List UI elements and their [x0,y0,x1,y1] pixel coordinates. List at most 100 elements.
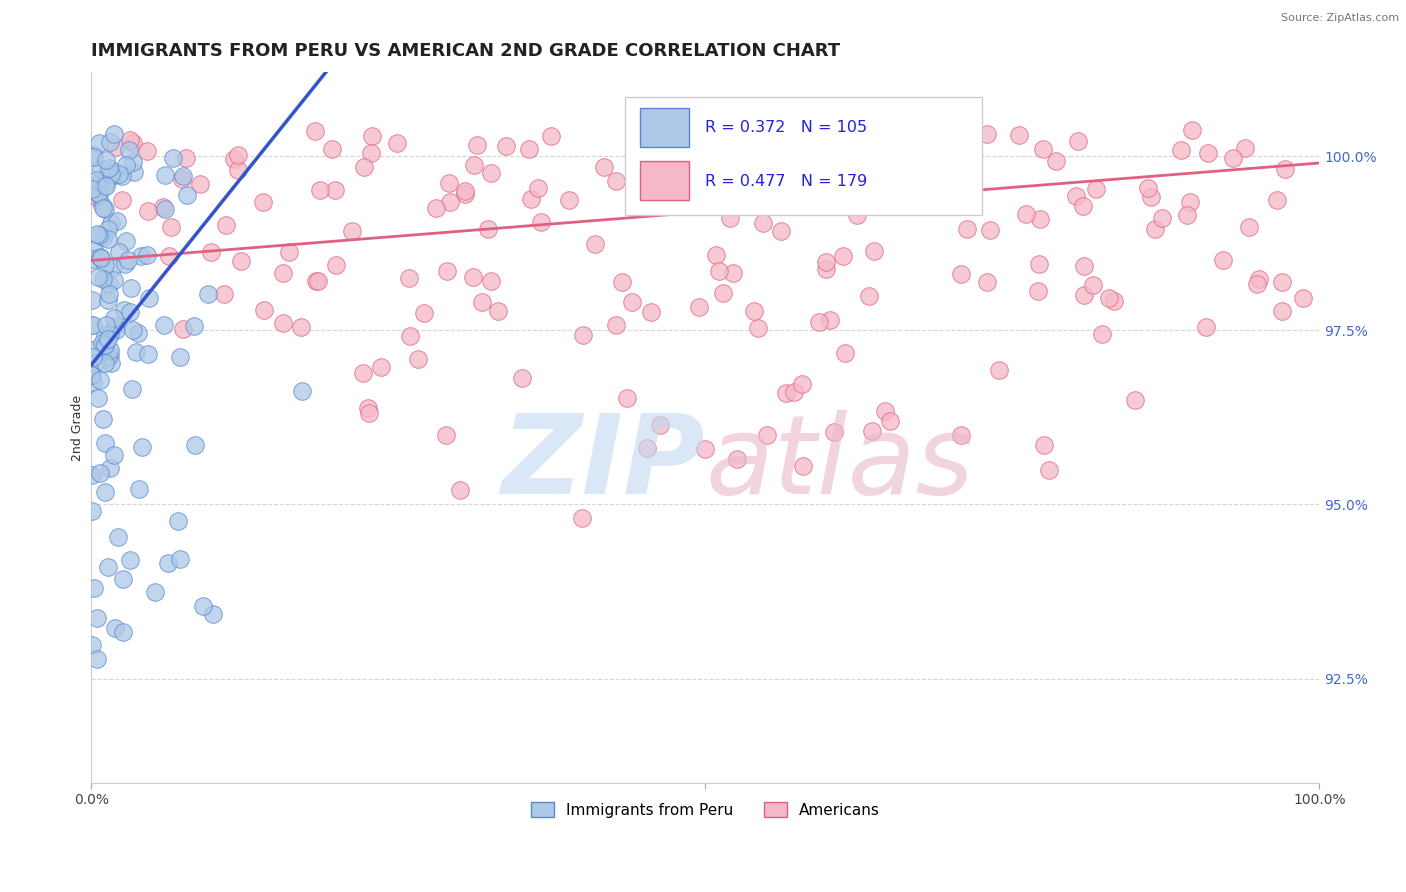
Point [104,621,127,635]
Text: Source: ZipAtlas.com: Source: ZipAtlas.com [1281,13,1399,23]
Point [229,254,252,268]
Point [790,377,813,392]
Point [90,251,112,265]
FancyBboxPatch shape [640,108,689,147]
Point [271,266,294,280]
Point [463,158,485,172]
Point [1137,181,1160,195]
Point [950,428,973,442]
Point [1239,219,1261,234]
Point [471,294,494,309]
Point [184,438,207,452]
Point [94,178,117,192]
Point [495,138,517,153]
Point [1102,293,1125,308]
Point [718,211,741,225]
Point [987,363,1010,377]
Point [290,319,312,334]
Point [82,375,104,389]
Point [83,150,105,164]
Point [107,530,129,544]
Point [82,504,104,518]
Point [1180,195,1202,210]
Point [91,201,114,215]
Point [172,172,194,186]
Point [921,134,943,148]
Point [1033,438,1056,452]
Point [894,190,917,204]
Point [742,303,765,318]
Point [486,304,509,318]
Point [91,272,114,286]
Point [723,267,745,281]
Point [87,391,110,405]
Point [593,160,616,174]
Point [89,188,111,202]
Point [122,136,145,151]
Text: IMMIGRANTS FROM PERU VS AMERICAN 2ND GRADE CORRELATION CHART: IMMIGRANTS FROM PERU VS AMERICAN 2ND GRA… [91,42,841,60]
Point [479,166,502,180]
Point [465,138,488,153]
Point [1234,141,1257,155]
Point [156,556,179,570]
Point [695,442,717,456]
Point [1014,207,1036,221]
Point [1271,304,1294,318]
Point [98,348,121,362]
Point [688,300,710,314]
Point [387,136,409,150]
Point [104,323,127,337]
Point [370,359,392,374]
Point [605,173,627,187]
Point [80,293,103,307]
Point [747,321,769,335]
Point [86,173,108,187]
Point [304,124,326,138]
Point [83,582,105,596]
Point [1028,257,1050,271]
Text: R = 0.372   N = 105: R = 0.372 N = 105 [706,120,868,135]
Point [436,263,458,277]
Point [620,295,643,310]
Point [212,287,235,301]
Point [89,373,111,387]
Point [979,223,1001,237]
Point [115,158,138,172]
Point [80,182,103,196]
Text: ZIP: ZIP [502,409,706,516]
Point [321,142,343,156]
Point [725,451,748,466]
Point [943,192,966,206]
Point [169,551,191,566]
Point [121,155,143,169]
Point [80,638,103,652]
Point [193,599,215,613]
Point [96,153,118,168]
Point [340,224,363,238]
Point [818,313,841,327]
Point [90,161,112,176]
Point [83,243,105,257]
Point [215,219,238,233]
Point [1247,272,1270,286]
Point [1008,128,1031,142]
Point [200,245,222,260]
Point [814,254,837,268]
Point [143,585,166,599]
Point [1073,288,1095,302]
Point [188,177,211,191]
Point [831,249,853,263]
Point [111,169,134,184]
Point [879,414,901,428]
Point [520,192,543,206]
Point [540,128,562,143]
Point [121,323,143,337]
Point [1038,462,1060,476]
Point [271,316,294,330]
Point [1144,221,1167,235]
Point [226,162,249,177]
Point [104,318,127,333]
Point [1028,212,1050,227]
Point [89,466,111,480]
Point [1073,259,1095,273]
